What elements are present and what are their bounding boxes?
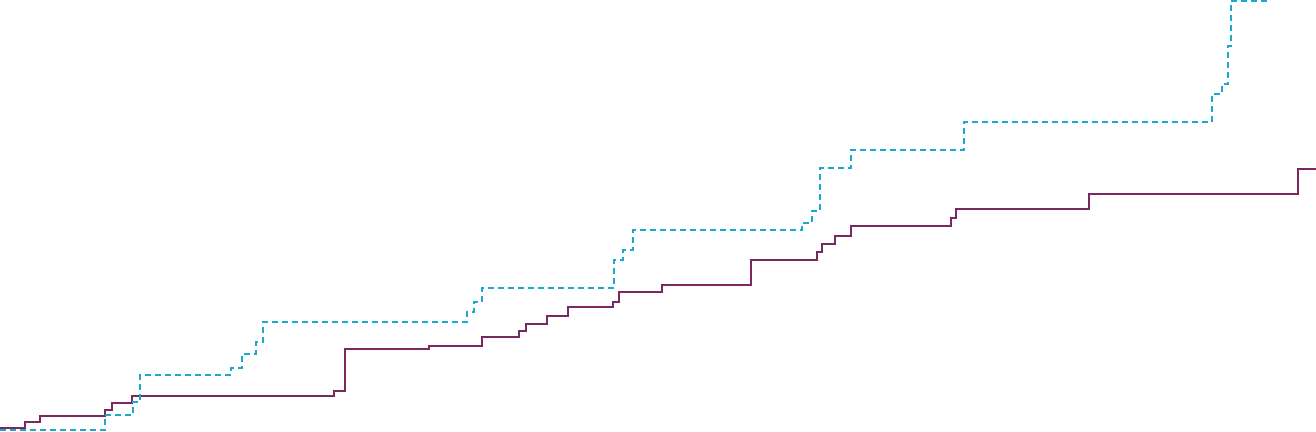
series-line-solid <box>0 168 1316 429</box>
series-line-dashed <box>0 0 1270 431</box>
